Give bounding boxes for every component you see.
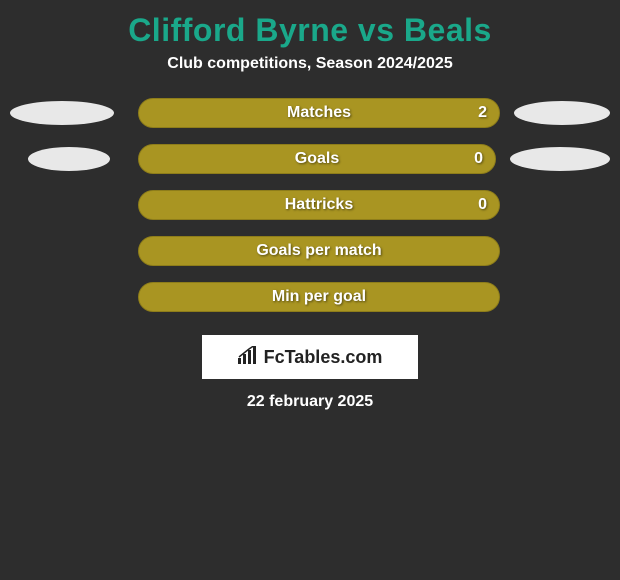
left-value-ellipse	[28, 147, 110, 171]
stat-bar: Min per goal	[138, 282, 500, 312]
comparison-subtitle: Club competitions, Season 2024/2025	[0, 55, 620, 97]
stat-value: 0	[474, 150, 483, 168]
stat-label: Matches	[287, 104, 351, 122]
stat-label: Hattricks	[285, 196, 353, 214]
stat-row: Goals 0	[10, 143, 610, 175]
logo: FcTables.com	[238, 346, 383, 369]
stat-bar: Goals per match	[138, 236, 500, 266]
stat-rows: Matches 2 Goals 0 Hattricks 0 Goals per …	[0, 97, 620, 313]
right-value-ellipse	[514, 101, 610, 125]
stat-bar: Goals 0	[138, 144, 496, 174]
stat-bar: Matches 2	[138, 98, 500, 128]
stat-label: Min per goal	[272, 288, 366, 306]
stat-row: Matches 2	[10, 97, 610, 129]
comparison-title: Clifford Byrne vs Beals	[0, 0, 620, 55]
stat-label: Goals per match	[256, 242, 381, 260]
stat-label: Goals	[295, 150, 339, 168]
logo-box: FcTables.com	[202, 335, 418, 379]
stat-row: Hattricks 0	[10, 189, 610, 221]
stat-value: 0	[478, 196, 487, 214]
stat-value: 2	[478, 104, 487, 122]
left-value-ellipse	[10, 101, 114, 125]
stat-row: Goals per match	[10, 235, 610, 267]
right-value-ellipse	[510, 147, 610, 171]
logo-text: FcTables.com	[264, 347, 383, 368]
stat-row: Min per goal	[10, 281, 610, 313]
chart-icon	[238, 346, 260, 369]
stat-bar: Hattricks 0	[138, 190, 500, 220]
snapshot-date: 22 february 2025	[0, 393, 620, 411]
